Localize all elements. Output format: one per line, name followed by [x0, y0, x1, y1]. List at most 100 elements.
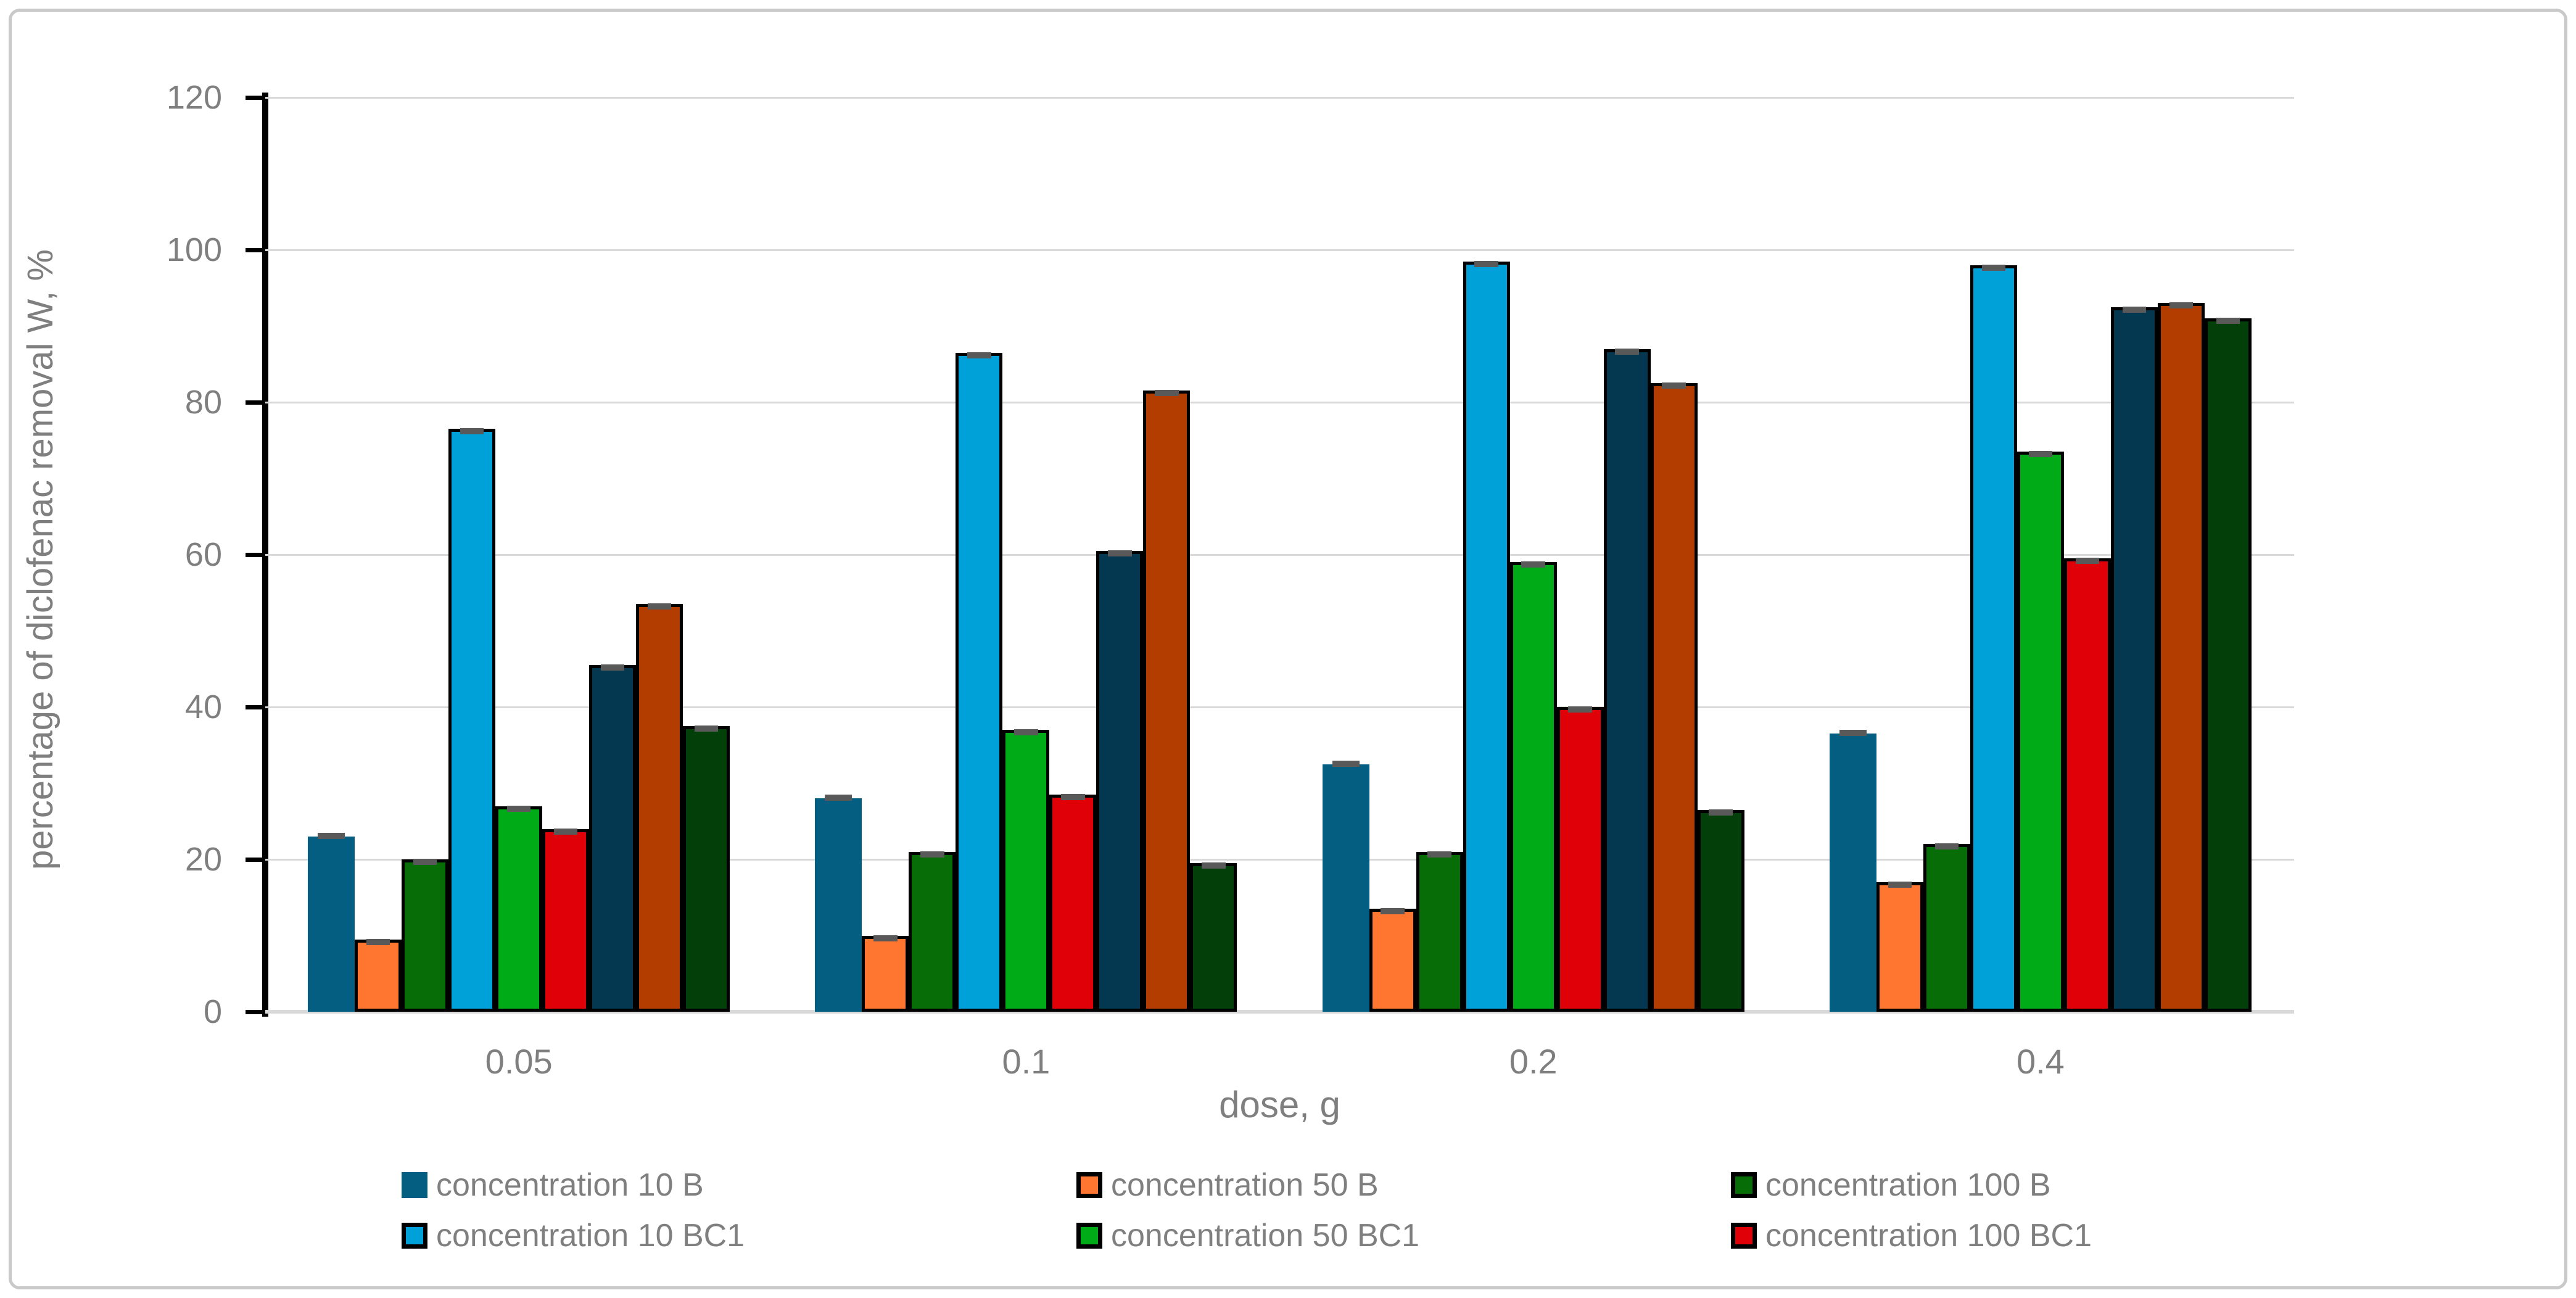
bar-unlabeled-series-rust-brown-dose-0.1 — [1143, 390, 1191, 1012]
legend-label-concentration-100-b: concentration 100 B — [1765, 1167, 2051, 1203]
error-bar-cap — [1014, 729, 1038, 736]
plot-area — [265, 96, 2294, 1014]
bar-concentration-50-bc1-dose-0.1 — [1002, 729, 1050, 1012]
legend-label-concentration-10-bc1: concentration 10 BC1 — [436, 1218, 745, 1254]
legend-swatch-concentration-50-bc1 — [1076, 1223, 1102, 1249]
error-bar-cap — [366, 938, 390, 945]
bar-concentration-100-bc1-dose-0.1 — [1049, 794, 1097, 1012]
error-bar-cap — [1934, 843, 1959, 850]
error-bar-cap — [825, 795, 852, 801]
error-bar-cap — [2169, 302, 2193, 309]
category-label-0.1: 0.1 — [1002, 1042, 1051, 1081]
bar-concentration-50-bc1-dose-0.2 — [1509, 561, 1557, 1012]
bar-unlabeled-series-rust-brown-dose-0.4 — [2157, 302, 2205, 1012]
error-bar-cap — [600, 664, 625, 671]
bar-unlabeled-series-dark-forest-green-dose-0.05 — [683, 725, 730, 1012]
bar-concentration-100-b-dose-0.4 — [1923, 843, 1970, 1012]
bar-unlabeled-series-rust-brown-dose-0.05 — [636, 603, 683, 1012]
bar-group-0.05 — [265, 97, 772, 1012]
legend-swatch-concentration-100-bc1 — [1731, 1223, 1757, 1249]
bar-unlabeled-series-dark-navy-dose-0.4 — [2110, 306, 2158, 1012]
error-bar-cap — [1332, 760, 1360, 767]
error-bar-cap — [694, 725, 719, 732]
bar-concentration-50-b-dose-0.05 — [355, 938, 402, 1012]
bar-group-0.1 — [772, 97, 1279, 1012]
legend: concentration 10 B concentration 50 B conc… — [402, 1167, 2409, 1254]
error-bar-cap — [1427, 851, 1451, 858]
gridline-60 — [265, 553, 2294, 556]
bar-concentration-50-b-dose-0.4 — [1876, 882, 1923, 1012]
y-tick-label-80: 80 — [184, 384, 222, 421]
y-tick-100 — [246, 247, 265, 252]
bar-concentration-10-b-dose-0.2 — [1322, 760, 1369, 1012]
bar-unlabeled-series-dark-navy-dose-0.1 — [1096, 550, 1144, 1012]
legend-label-concentration-100-bc1: concentration 100 BC1 — [1765, 1218, 2092, 1254]
bar-concentration-100-b-dose-0.05 — [402, 859, 449, 1012]
gridline-120 — [265, 96, 2294, 99]
error-bar-cap — [1839, 730, 1867, 737]
y-tick-label-0: 0 — [203, 993, 222, 1030]
error-bar-cap — [1709, 809, 1733, 816]
gridline-100 — [265, 249, 2294, 251]
bar-concentration-10-bc1-dose-0.05 — [448, 428, 496, 1012]
y-tick-label-120: 120 — [166, 79, 222, 116]
x-axis-category-labels: 0.05 0.1 0.2 0.4 — [265, 1041, 2294, 1081]
y-tick-120 — [246, 95, 265, 100]
error-bar-cap — [2216, 318, 2240, 324]
legend-swatch-concentration-100-b — [1731, 1172, 1757, 1198]
error-bar-cap — [318, 832, 345, 839]
legend-item-concentration-50-bc1: concentration 50 BC1 — [1076, 1218, 1731, 1254]
legend-item-concentration-10-b: concentration 10 B — [402, 1167, 1076, 1203]
error-bar-cap — [1061, 794, 1085, 801]
error-bar-cap — [2075, 558, 2099, 564]
legend-swatch-concentration-10-bc1 — [402, 1223, 427, 1249]
bar-unlabeled-series-dark-forest-green-dose-0.1 — [1190, 862, 1237, 1012]
error-bar-cap — [1662, 382, 1686, 389]
error-bar-cap — [967, 352, 991, 358]
y-tick-20 — [246, 857, 265, 862]
error-bar-cap — [1615, 348, 1639, 355]
y-tick-80 — [246, 400, 265, 405]
y-axis-title: percentage of diclofenac removal W, % — [20, 249, 60, 870]
y-tick-label-20: 20 — [184, 841, 222, 878]
error-bar-cap — [1568, 706, 1592, 713]
error-bar-cap — [2122, 306, 2146, 313]
y-tick-label-60: 60 — [184, 536, 222, 573]
legend-label-concentration-10-b: concentration 10 B — [436, 1167, 704, 1203]
legend-item-concentration-10-bc1: concentration 10 BC1 — [402, 1218, 1076, 1254]
error-bar-cap — [920, 851, 944, 858]
gridline-40 — [265, 706, 2294, 708]
bar-concentration-10-bc1-dose-0.1 — [956, 352, 1003, 1012]
x-axis-title: dose, g — [1219, 1084, 1340, 1125]
y-tick-0 — [246, 1009, 265, 1014]
gridline-80 — [265, 401, 2294, 403]
legend-label-concentration-50-b: concentration 50 B — [1111, 1167, 1379, 1203]
error-bar-cap — [1202, 862, 1226, 869]
bar-concentration-50-bc1-dose-0.05 — [495, 805, 543, 1012]
legend-item-concentration-100-b: concentration 100 B — [1731, 1167, 2409, 1203]
bar-concentration-100-bc1-dose-0.05 — [542, 828, 590, 1012]
bar-concentration-50-b-dose-0.2 — [1369, 908, 1416, 1012]
y-tick-40 — [246, 705, 265, 709]
bar-concentration-10-bc1-dose-0.4 — [1970, 264, 2017, 1012]
legend-swatch-concentration-50-b — [1076, 1172, 1102, 1198]
bar-concentration-50-b-dose-0.1 — [862, 935, 909, 1012]
bar-unlabeled-series-dark-navy-dose-0.05 — [589, 664, 637, 1012]
bar-concentration-10-b-dose-0.1 — [815, 795, 862, 1012]
legend-item-concentration-100-bc1: concentration 100 BC1 — [1731, 1218, 2409, 1254]
bar-unlabeled-series-dark-forest-green-dose-0.2 — [1697, 809, 1744, 1012]
bar-concentration-10-b-dose-0.4 — [1829, 730, 1876, 1012]
bar-unlabeled-series-dark-navy-dose-0.2 — [1603, 348, 1651, 1012]
y-tick-60 — [246, 552, 265, 557]
error-bar-cap — [1521, 561, 1545, 568]
error-bar-cap — [460, 428, 484, 435]
error-bar-cap — [2028, 451, 2052, 458]
bar-concentration-100-b-dose-0.1 — [909, 851, 956, 1012]
bar-group-0.2 — [1280, 97, 1787, 1012]
gridline-0 — [265, 1010, 2294, 1014]
error-bar-cap — [413, 859, 437, 865]
bar-concentration-10-b-dose-0.05 — [308, 832, 355, 1012]
bar-concentration-50-bc1-dose-0.4 — [2017, 451, 2064, 1012]
bar-unlabeled-series-dark-forest-green-dose-0.4 — [2204, 318, 2252, 1012]
bar-concentration-100-bc1-dose-0.2 — [1556, 706, 1604, 1012]
